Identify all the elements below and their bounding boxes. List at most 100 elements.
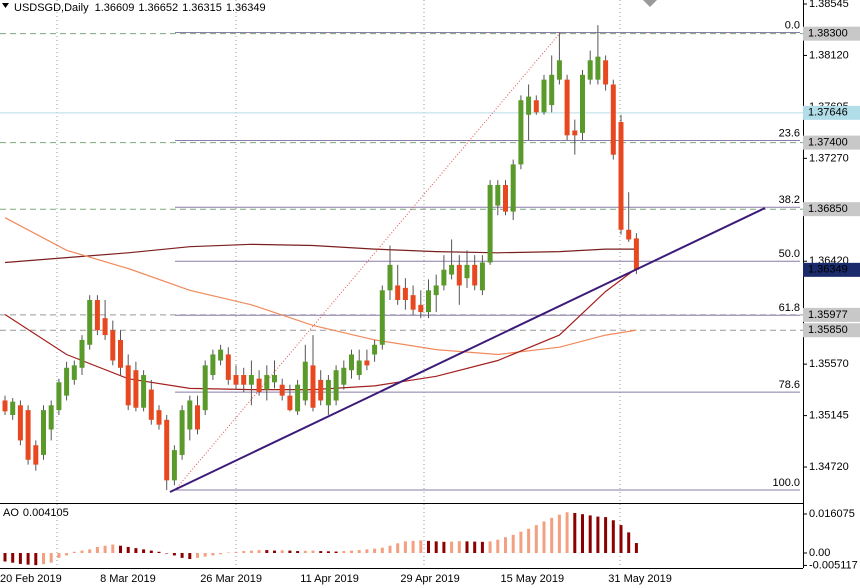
candle-body [356, 360, 362, 376]
ao-bar [373, 548, 377, 554]
candle-body [564, 79, 570, 136]
candle-body [195, 405, 200, 430]
level-label: 1.37400 [808, 137, 848, 149]
ao-bar [188, 553, 192, 560]
high: 1.36652 [138, 2, 178, 14]
level-label: 1.35850 [808, 324, 848, 336]
candle-body [302, 361, 308, 401]
level-box [803, 202, 860, 217]
ao-bar [627, 532, 631, 554]
ao-bar [165, 553, 169, 554]
ao-bar [49, 553, 53, 563]
candle-body [210, 354, 216, 376]
candle-body [141, 375, 147, 408]
chart-title: USDSGD,Daily 1.36609 1.36652 1.36315 1.36349 [14, 2, 266, 14]
ao-bar [11, 553, 15, 563]
ao-bar [149, 550, 153, 554]
candle-body [233, 375, 239, 385]
candle-body [110, 330, 116, 361]
fib-label: 61.8 [779, 302, 800, 314]
candle-body [94, 299, 100, 331]
candle-body [595, 56, 601, 80]
ao-bar [126, 546, 130, 554]
candle-body [325, 379, 331, 406]
ao-bar [411, 540, 415, 554]
ao-bar [604, 517, 608, 554]
ao-bar [634, 543, 638, 554]
candle-body [618, 122, 624, 230]
ao-bar [157, 551, 161, 554]
ao-tick-label: 0.00 [809, 547, 830, 559]
collapse-icon[interactable] [2, 3, 9, 8]
ao-bar [26, 553, 30, 565]
ao-bar [557, 514, 561, 554]
y-tick-label: 1.35145 [809, 410, 849, 422]
candle-body [318, 379, 324, 401]
candle-body [79, 339, 85, 368]
x-tick-label: 8 Mar 2019 [100, 573, 156, 585]
candle-body [25, 410, 31, 460]
ao-bar [442, 541, 446, 554]
ao-bar [311, 550, 315, 554]
ao-bar [242, 551, 246, 554]
candle-body [2, 400, 8, 412]
ao-tick-label: -0.005117 [809, 559, 858, 571]
fib-label: 38.2 [779, 194, 800, 206]
candle-body [87, 299, 93, 345]
marker [643, 0, 657, 7]
ao-bar [342, 551, 346, 554]
candle-body [118, 339, 123, 368]
ao-bar [334, 551, 338, 554]
candle-body [526, 96, 532, 115]
symbol: USDSGD,Daily [14, 2, 89, 14]
candle-body [248, 375, 254, 385]
ao-bar [95, 546, 99, 554]
ao-bar [504, 537, 507, 554]
ao-bar [88, 549, 92, 554]
fib-label: 0.0 [785, 19, 800, 31]
ao-bar [365, 549, 369, 554]
fib-label: 23.6 [779, 127, 800, 139]
ao-bar [273, 550, 276, 554]
candle-body [572, 130, 578, 136]
y-tick-label: 1.37270 [809, 152, 849, 164]
candle-body [449, 264, 455, 275]
ao-bar [388, 545, 392, 554]
candle-body [495, 184, 501, 206]
ao-bar [581, 514, 584, 554]
ao-bar [527, 528, 531, 554]
level-box [803, 323, 860, 338]
grid [56, 0, 621, 568]
candle-body [295, 384, 301, 412]
candle-body [364, 360, 370, 366]
ao-bar [619, 525, 623, 554]
candle-body [395, 285, 401, 300]
candle-body [218, 349, 224, 361]
close: 1.36349 [226, 2, 266, 14]
candle-body [626, 229, 632, 240]
level-label: 1.38300 [808, 28, 848, 40]
candle-body [341, 367, 347, 385]
ao-bar [434, 541, 438, 554]
candle-body [179, 410, 185, 455]
candle-body [464, 264, 470, 279]
ao-bar [3, 553, 7, 562]
ao-tick-label: 0.016075 [809, 508, 855, 520]
ao-bar [296, 551, 300, 554]
ao-bar [473, 541, 477, 554]
candle-body [379, 290, 385, 345]
ao-bar [172, 553, 176, 556]
x-tick-label: 15 May 2019 [501, 573, 565, 585]
fib-label: 50.0 [779, 248, 800, 260]
ao-bar [265, 550, 269, 554]
candle-body [156, 410, 162, 425]
ao-bar [111, 544, 115, 554]
candle-body [10, 401, 16, 415]
ao-bar [203, 553, 207, 557]
candle-body [402, 287, 408, 300]
ao-bar [65, 553, 69, 556]
candle-body [556, 60, 562, 80]
candle-body [541, 79, 547, 113]
candle-body [410, 295, 416, 310]
